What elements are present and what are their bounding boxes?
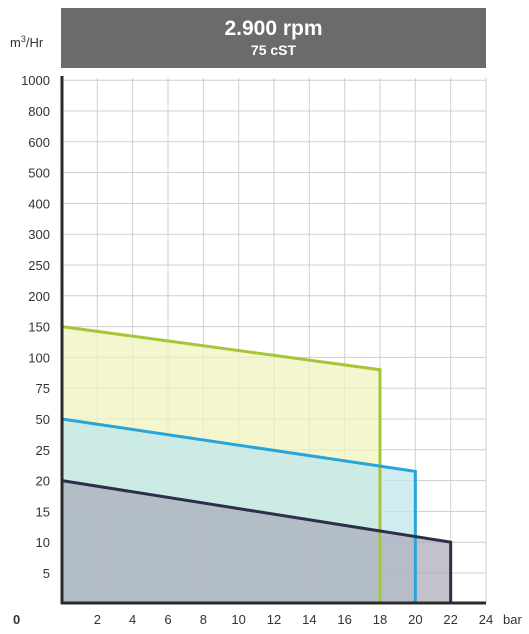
- x-tick-label: 14: [302, 612, 316, 627]
- origin-label: 0: [13, 612, 20, 627]
- y-tick-label: 300: [28, 227, 50, 242]
- series-areas: [61, 325, 453, 603]
- y-tick-label: 1000: [21, 73, 50, 88]
- y-tick-label: 500: [28, 166, 50, 181]
- x-axis-label: bar: [503, 612, 522, 627]
- x-tick-label: 18: [373, 612, 387, 627]
- x-tick-label: 10: [231, 612, 245, 627]
- y-tick-label: 50: [36, 412, 50, 427]
- x-tick-label: 24: [479, 612, 493, 627]
- series-line-3: [61, 479, 453, 603]
- y-tick-label: 25: [36, 443, 50, 458]
- series-line-1: [61, 325, 382, 603]
- y-tick-label: 75: [36, 381, 50, 396]
- y-tick-label: 200: [28, 289, 50, 304]
- series-line-2: [61, 417, 417, 603]
- y-tick-label: 800: [28, 104, 50, 119]
- y-tick-label: 150: [28, 320, 50, 335]
- x-tick-label: 6: [164, 612, 171, 627]
- x-tick-label: 4: [129, 612, 136, 627]
- y-tick-label: 250: [28, 258, 50, 273]
- x-tick-label: 22: [443, 612, 457, 627]
- x-tick-label: 8: [200, 612, 207, 627]
- y-tick-label: 15: [36, 504, 50, 519]
- chart-title-box: 2.900 rpm 75 cST: [61, 8, 486, 68]
- x-tick-label: 20: [408, 612, 422, 627]
- chart-subtitle: 75 cST: [250, 42, 297, 58]
- series-area-3: [62, 480, 451, 603]
- x-tick-label: 16: [337, 612, 351, 627]
- y-tick-label: 100: [28, 350, 50, 365]
- y-axis-label: m3/Hr: [10, 34, 44, 50]
- chart-title: 2.900 rpm: [224, 17, 323, 40]
- y-tick-label: 5: [43, 566, 50, 581]
- axes: [60, 76, 486, 605]
- x-tick-label: 12: [267, 612, 281, 627]
- y-tick-label: 600: [28, 135, 50, 150]
- y-tick-label: 400: [28, 196, 50, 211]
- tick-labels: 5 10 15 20 25 50 75 100 150 200 250 300 400 500 600 800…: [21, 73, 493, 627]
- x-tick-label: 2: [94, 612, 101, 627]
- y-tick-label: 10: [36, 535, 50, 550]
- y-tick-label: 20: [36, 474, 50, 489]
